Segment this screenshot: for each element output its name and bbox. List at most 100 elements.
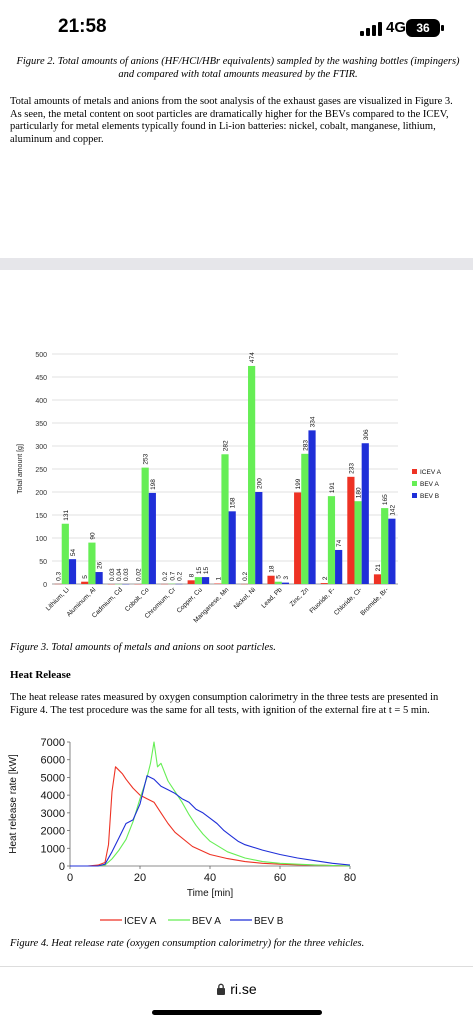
bar (95, 572, 103, 584)
signal-icon (360, 22, 382, 36)
data-label: 0.03 (109, 568, 116, 581)
y-tick-label: 200 (35, 490, 47, 497)
toolbar-divider (0, 966, 473, 967)
bar (301, 453, 309, 584)
y-tick-label: 50 (39, 559, 47, 566)
bar (187, 580, 195, 584)
x-tick-label: Cobolt, Co (124, 586, 151, 613)
data-label: 18 (269, 565, 276, 573)
bar (274, 581, 282, 584)
x-tick-label: Lithium, Li (45, 586, 71, 612)
data-label: 15 (196, 566, 203, 574)
legend-label: BEV A (420, 481, 439, 488)
data-label: 2 (322, 576, 329, 580)
url-text: ri.se (230, 981, 257, 997)
data-label: 3 (283, 576, 290, 580)
data-label: 0.7 (169, 571, 176, 580)
data-label: 1 (215, 577, 222, 581)
network-type: 4G (386, 19, 407, 36)
home-indicator[interactable] (152, 1010, 322, 1015)
y-tick-label: 3000 (41, 808, 65, 820)
battery-icon: 36 (406, 19, 440, 37)
data-label: 474 (249, 352, 256, 363)
battery-tip (441, 25, 444, 31)
bar (148, 492, 156, 584)
data-label: 158 (230, 497, 237, 508)
bar (194, 577, 202, 584)
data-label: 21 (375, 564, 382, 572)
x-tick-label: 20 (134, 872, 146, 884)
legend-label: BEV A (192, 916, 221, 927)
legend-swatch (412, 481, 417, 486)
bar (61, 523, 69, 584)
data-label: 5 (276, 575, 283, 579)
legend-swatch (412, 469, 417, 474)
bar (388, 518, 396, 584)
data-label: 0.02 (135, 568, 142, 581)
bar (354, 501, 362, 584)
x-tick-label: Zinc, Zn (289, 586, 311, 608)
y-tick-label: 500 (35, 352, 47, 359)
bar (320, 583, 328, 584)
address-bar[interactable]: ri.se (0, 981, 473, 997)
bar (373, 574, 382, 584)
data-label: 165 (382, 494, 389, 505)
series-line (70, 775, 351, 867)
bar (347, 476, 355, 584)
x-tick-label: 0 (67, 872, 73, 884)
clock: 21:58 (58, 16, 107, 37)
data-label: 142 (389, 504, 396, 515)
data-label: 282 (223, 440, 230, 451)
data-label: 0.04 (116, 568, 123, 581)
data-label: 5 (82, 575, 89, 579)
bar (228, 511, 236, 584)
y-tick-label: 6000 (41, 755, 65, 767)
bar (294, 492, 302, 584)
legend-swatch (412, 493, 417, 498)
data-label: 0.3 (56, 571, 63, 580)
x-tick-label: 40 (204, 872, 216, 884)
y-tick-label: 100 (35, 536, 47, 543)
bar (308, 430, 316, 584)
x-tick-label: Copper, Cu (176, 586, 204, 614)
data-label: 306 (363, 429, 370, 440)
data-label: 283 (302, 440, 309, 451)
bar (381, 508, 389, 584)
data-label: 90 (89, 532, 96, 540)
heat-release-heading: Heat Release (10, 669, 71, 681)
data-label: 74 (336, 539, 343, 547)
y-axis-title: Heat release rate [kW] (8, 754, 19, 854)
data-label: 334 (310, 416, 317, 427)
data-label: 131 (63, 510, 70, 521)
bar (267, 575, 275, 584)
x-tick-label: Lead, Pb (260, 586, 284, 610)
data-label: 180 (356, 487, 363, 498)
x-axis-title: Time [min] (187, 888, 234, 899)
bar (141, 467, 149, 584)
x-tick-label: 60 (274, 872, 286, 884)
legend-label: ICEV A (124, 916, 157, 927)
figure-3-bar-chart: 0 50 100 150 200 250 300 350 400 450 500 Total amou… (17, 352, 442, 625)
data-label: 26 (97, 561, 104, 569)
data-label: 191 (329, 482, 336, 493)
data-label: 0.2 (176, 571, 183, 580)
legend-label: ICEV A (420, 469, 442, 476)
data-label: 0.2 (242, 571, 249, 580)
y-tick-label: 450 (35, 375, 47, 382)
data-label: 0.2 (162, 571, 169, 580)
figure-4-line-chart: 0 1000 2000 3000 4000 5000 6000 7000 0 20 40 60 80 Ti… (8, 737, 356, 927)
data-label: 200 (256, 478, 263, 489)
data-label: 199 (295, 478, 302, 489)
bar (201, 577, 210, 584)
data-label: 15 (203, 566, 210, 574)
bar (361, 443, 369, 584)
lock-icon (217, 983, 226, 995)
data-label: 8 (189, 573, 196, 577)
bar (88, 542, 96, 584)
x-tick-label: Nickel, Ni (233, 586, 257, 610)
y-tick-label: 250 (35, 467, 47, 474)
data-label: 54 (70, 549, 77, 557)
y-tick-label: 5000 (41, 772, 65, 784)
legend-label: BEV B (254, 916, 284, 927)
y-tick-label: 2000 (41, 826, 65, 838)
